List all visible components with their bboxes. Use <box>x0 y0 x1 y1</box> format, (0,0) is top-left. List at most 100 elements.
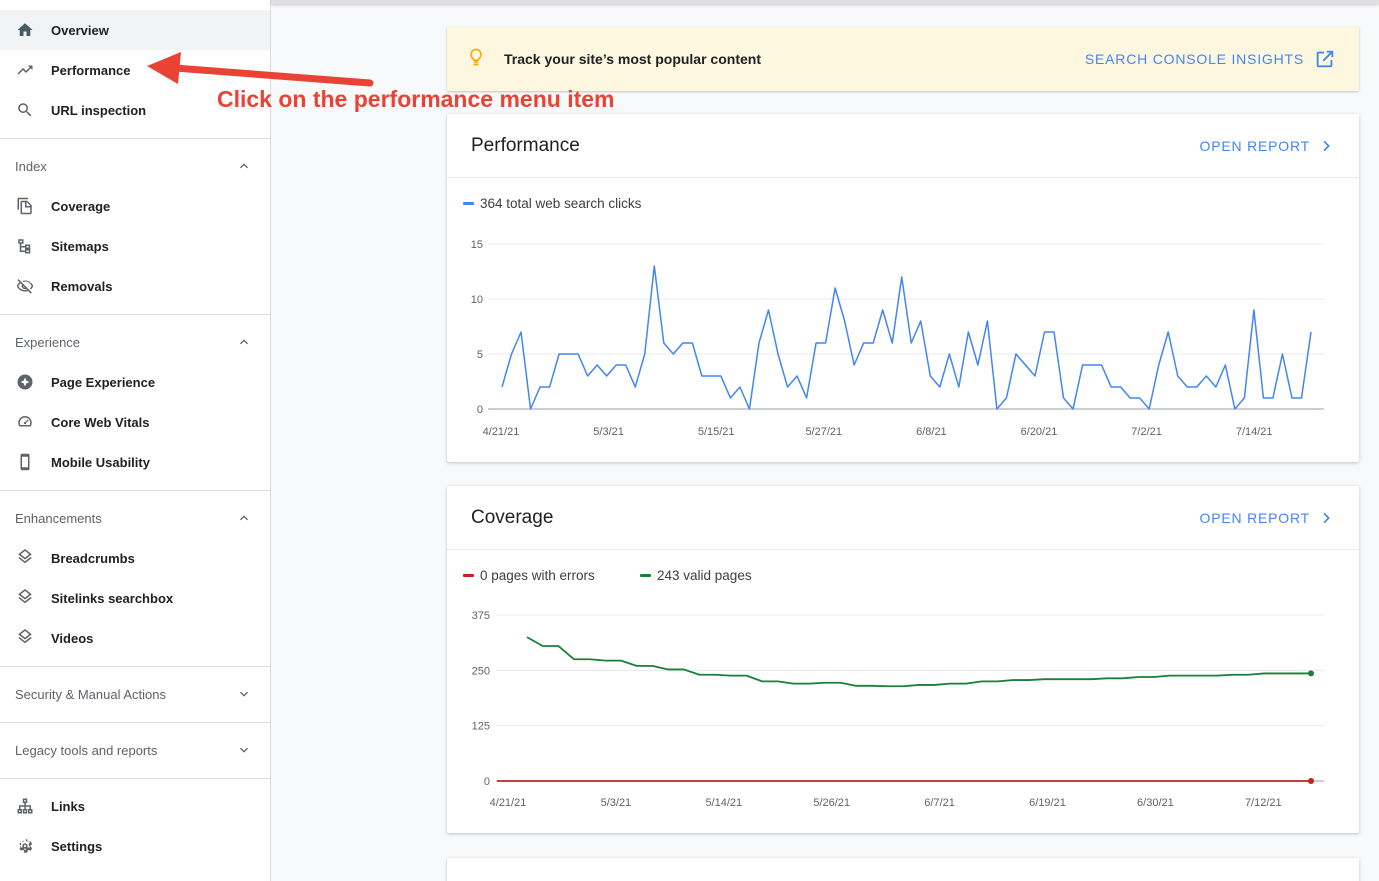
divider <box>0 722 270 723</box>
nav-url-inspection[interactable]: URL inspection <box>0 90 270 130</box>
x-tick-label: 7/2/21 <box>1131 426 1162 438</box>
nav-core-web-vitals-label: Core Web Vitals <box>51 414 150 430</box>
legend-swatch-clicks <box>463 202 474 205</box>
chevron-right-icon[interactable] <box>1318 138 1334 159</box>
nav-sitemaps[interactable]: Sitemaps <box>0 226 270 266</box>
x-tick-label: 7/12/21 <box>1245 797 1282 809</box>
nav-page-experience[interactable]: Page Experience <box>0 362 270 402</box>
coverage-title: Coverage <box>471 506 554 528</box>
eye-off-icon <box>15 276 35 296</box>
performance-card-header: Performance OPEN REPORT <box>447 114 1359 178</box>
section-experience-header[interactable]: Experience <box>0 322 270 362</box>
open-in-new-icon[interactable] <box>1314 48 1336 75</box>
nav-breadcrumbs[interactable]: Breadcrumbs <box>0 538 270 578</box>
section-legacy-header[interactable]: Legacy tools and reports <box>0 730 270 770</box>
section-security-header[interactable]: Security & Manual Actions <box>0 674 270 714</box>
chevron-down-icon <box>240 691 248 697</box>
links-network-icon <box>15 796 35 816</box>
performance-title: Performance <box>471 134 580 156</box>
app-bar-shadow <box>271 0 1379 4</box>
legend-swatch-valid <box>640 574 651 577</box>
next-card <box>447 858 1359 881</box>
nav-sitelinks-searchbox[interactable]: Sitelinks searchbox <box>0 578 270 618</box>
section-experience-title: Experience <box>15 334 81 350</box>
nav-core-web-vitals[interactable]: Core Web Vitals <box>0 402 270 442</box>
search-icon <box>15 100 35 120</box>
x-tick-label: 6/19/21 <box>1029 797 1066 809</box>
copy-pages-icon <box>15 196 35 216</box>
home-icon <box>15 20 35 40</box>
layers-icon <box>15 588 35 608</box>
divider <box>0 490 270 491</box>
nav-page-experience-label: Page Experience <box>51 374 156 390</box>
chevron-right-icon[interactable] <box>1318 510 1334 531</box>
divider <box>0 314 270 315</box>
nav-mobile-usability[interactable]: Mobile Usability <box>0 442 270 482</box>
y-tick-label: 375 <box>472 610 490 622</box>
y-tick-label: 0 <box>477 404 483 416</box>
nav-overview-label: Overview <box>51 22 109 38</box>
divider <box>0 778 270 779</box>
lightbulb-icon <box>466 47 486 72</box>
x-tick-label: 4/21/21 <box>483 426 520 438</box>
nav-breadcrumbs-label: Breadcrumbs <box>51 550 135 566</box>
section-index-title: Index <box>15 158 47 174</box>
layers-icon <box>15 628 35 648</box>
coverage-open-report-link[interactable]: OPEN REPORT <box>1199 509 1310 526</box>
nav-videos[interactable]: Videos <box>0 618 270 658</box>
nav-performance-label: Performance <box>51 62 131 78</box>
phone-icon <box>15 452 35 472</box>
section-legacy-title: Legacy tools and reports <box>15 742 158 758</box>
insights-banner: Track your site’s most popular content S… <box>447 27 1359 91</box>
performance-card: Performance OPEN REPORT 364 total web se… <box>447 114 1359 462</box>
coverage-chart: 0 125 250 375 4/21/21 5/3/21 5/14/21 5/26/21 6/7… <box>472 610 1324 809</box>
x-tick-label: 4/21/21 <box>490 797 527 809</box>
nav-sitelinks-searchbox-label: Sitelinks searchbox <box>51 590 174 606</box>
coverage-legend-errors: 0 pages with errors <box>463 568 595 583</box>
x-tick-label: 5/14/21 <box>705 797 742 809</box>
performance-open-report-link[interactable]: OPEN REPORT <box>1199 137 1310 154</box>
series-line <box>501 265 1312 410</box>
performance-chart: 0 5 10 15 4/21/21 5/3/21 5/15/21 5/27/21 6/8/21 6… <box>471 239 1324 438</box>
nav-performance[interactable]: Performance <box>0 50 270 90</box>
nav-mobile-usability-label: Mobile Usability <box>51 454 150 470</box>
divider <box>0 138 270 139</box>
nav-removals-label: Removals <box>51 278 113 294</box>
series-line <box>526 636 1311 688</box>
y-tick-label: 125 <box>472 721 490 733</box>
search-console-insights-link[interactable]: SEARCH CONSOLE INSIGHTS <box>1084 51 1304 67</box>
y-tick-label: 0 <box>484 776 490 788</box>
legend-errors-label: 0 pages with errors <box>480 568 595 583</box>
y-tick-label: 5 <box>477 349 483 361</box>
performance-legend: 364 total web search clicks <box>463 196 641 211</box>
layers-icon <box>15 548 35 568</box>
page-experience-icon <box>15 372 35 392</box>
gauge-icon <box>15 412 35 432</box>
nav-removals[interactable]: Removals <box>0 266 270 306</box>
trending-icon <box>15 60 35 80</box>
series-end-point <box>1308 670 1314 677</box>
legend-clicks-label: 364 total web search clicks <box>480 196 642 211</box>
x-tick-label: 5/3/21 <box>601 797 632 809</box>
nav-links-label: Links <box>51 798 85 814</box>
chevron-up-icon <box>240 339 248 345</box>
y-tick-label: 15 <box>471 239 483 251</box>
x-tick-label: 5/15/21 <box>698 426 735 438</box>
nav-links[interactable]: Links <box>0 786 270 826</box>
x-tick-label: 5/3/21 <box>593 426 624 438</box>
chevron-up-icon <box>240 163 248 169</box>
nav-coverage[interactable]: Coverage <box>0 186 270 226</box>
x-tick-label: 6/7/21 <box>924 797 955 809</box>
sitemap-icon <box>15 236 35 256</box>
series-end-point <box>1308 778 1314 784</box>
section-enhancements-header[interactable]: Enhancements <box>0 498 270 538</box>
x-tick-label: 6/8/21 <box>916 426 947 438</box>
section-index-header[interactable]: Index <box>0 146 270 186</box>
nav-overview[interactable]: Overview <box>0 10 270 50</box>
nav-settings[interactable]: Settings <box>0 826 270 866</box>
legend-valid-label: 243 valid pages <box>657 568 752 583</box>
annotation-text: Click on the performance menu item <box>217 86 615 112</box>
coverage-card-header: Coverage OPEN REPORT <box>447 486 1359 550</box>
nav-coverage-label: Coverage <box>51 198 111 214</box>
section-security-title: Security & Manual Actions <box>15 686 167 702</box>
